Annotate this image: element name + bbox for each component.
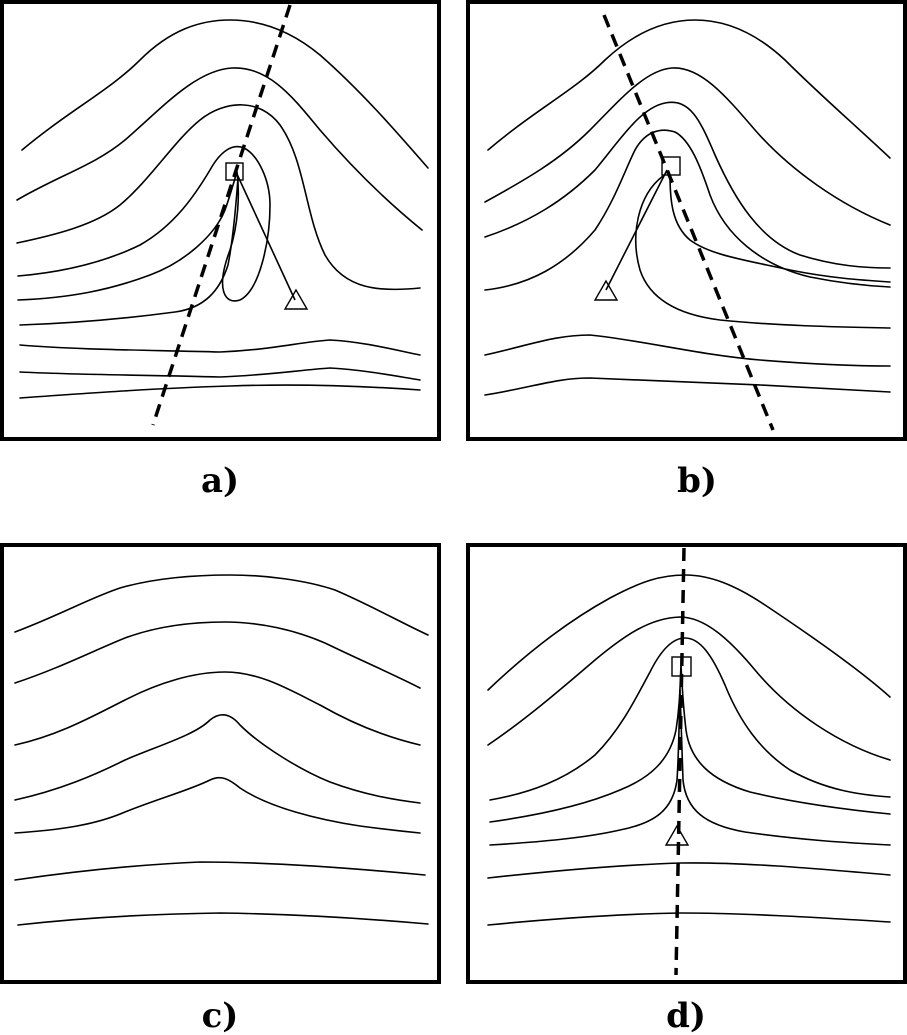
triangle-marker	[283, 288, 309, 310]
contour-line	[17, 912, 429, 926]
contour-line	[489, 689, 891, 846]
panel-c-contours	[14, 574, 429, 926]
contour-line	[14, 621, 421, 689]
panel-d-frame	[466, 543, 907, 984]
panel-label: c)	[202, 996, 239, 1035]
contour-line	[19, 367, 421, 381]
square-marker	[225, 162, 244, 181]
contour-line	[487, 862, 891, 879]
panel-d-contours	[487, 574, 891, 926]
panel-c-frame	[0, 543, 441, 984]
dashed-axis-line	[151, 4, 292, 426]
contour-line	[484, 334, 891, 367]
contour-line	[14, 574, 429, 636]
contour-line	[17, 145, 271, 302]
panel-c: c)	[0, 543, 441, 1035]
panel-a: a)	[0, 0, 441, 501]
contour-line	[484, 129, 891, 291]
contour-line	[19, 177, 239, 326]
panel-b: b)	[466, 0, 907, 501]
contour-line	[487, 912, 891, 926]
square-marker	[671, 656, 692, 677]
triangle-marker	[593, 279, 619, 301]
contour-line	[14, 861, 426, 881]
panel-label: d)	[666, 996, 706, 1035]
contour-line	[17, 174, 237, 301]
contour-line	[669, 174, 891, 283]
contour-line	[489, 637, 891, 801]
dashed-axis-line	[602, 14, 775, 431]
contour-line	[635, 175, 891, 329]
contour-line	[487, 616, 891, 761]
contour-line	[14, 714, 421, 804]
contour-line	[21, 19, 429, 169]
panel-a-contours	[16, 19, 429, 399]
contour-line	[484, 101, 891, 269]
contour-line	[19, 384, 421, 399]
contour-line	[16, 104, 421, 291]
contour-line	[14, 776, 421, 834]
contour-line	[487, 19, 891, 159]
panel-label: a)	[201, 461, 239, 501]
square-marker	[661, 156, 681, 176]
contour-line	[14, 671, 421, 746]
dashed-axis-line	[674, 547, 686, 976]
connector-line	[605, 169, 668, 291]
contour-line	[484, 377, 891, 396]
panel-d: d)	[466, 543, 907, 1035]
panel-b-contours	[484, 19, 891, 396]
contour-line	[19, 339, 421, 356]
contour-line	[484, 67, 891, 226]
panel-label: b)	[677, 461, 717, 501]
contour-line	[16, 67, 423, 231]
triangle-marker	[664, 824, 690, 846]
connector-line	[235, 171, 296, 301]
